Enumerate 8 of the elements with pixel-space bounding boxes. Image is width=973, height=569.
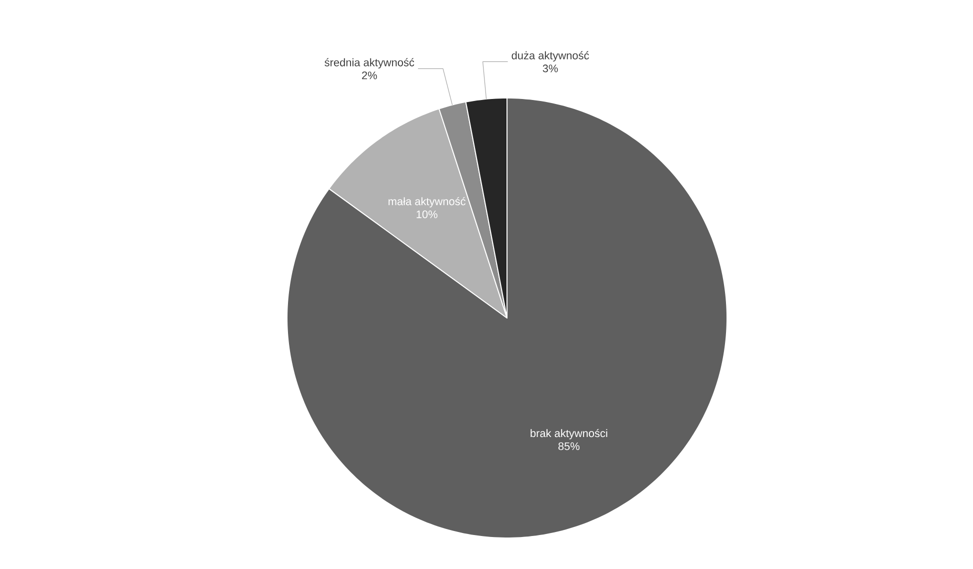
data-label: 10% [416, 210, 438, 218]
data-label: 3% [542, 64, 558, 72]
slice-label: średnia aktywność [324, 58, 414, 68]
slice-label: duża aktywność [512, 51, 589, 62]
slice-label: brak aktywności [530, 428, 608, 440]
slice-label: mała aktywność [388, 197, 466, 208]
data-label: 2% [362, 72, 377, 80]
data-label: 85% [558, 442, 580, 450]
